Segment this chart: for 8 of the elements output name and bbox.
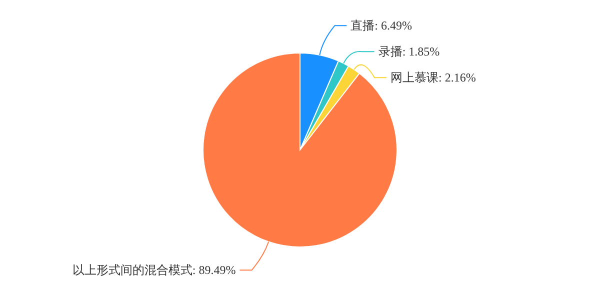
slice-label: 网上慕课 xyxy=(390,70,438,85)
data-label: : 6.49% xyxy=(374,18,412,33)
slice-label: 以上形式间的混合模式 xyxy=(72,263,192,278)
data-label: : 2.16% xyxy=(438,70,476,85)
data-label: : 89.49% xyxy=(192,263,236,278)
slice-label: 直播 xyxy=(350,18,375,33)
slice-label: 录播 xyxy=(378,44,402,59)
data-label: : 1.85% xyxy=(402,44,440,59)
